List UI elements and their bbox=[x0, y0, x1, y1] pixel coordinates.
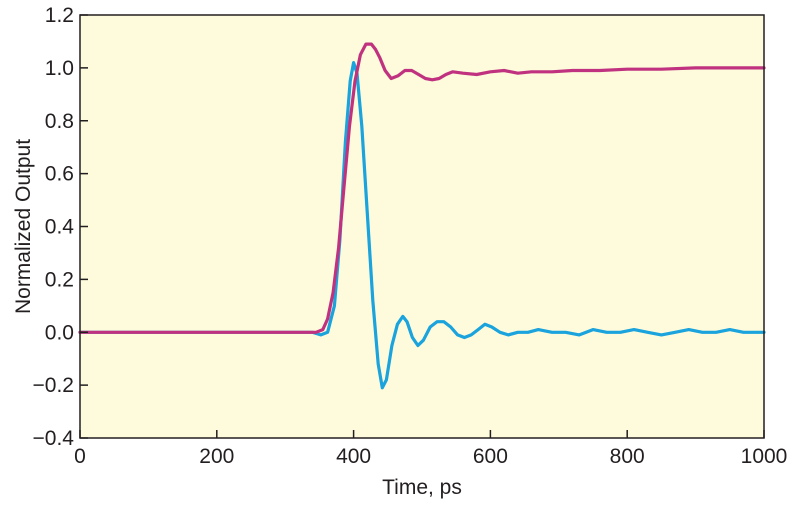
series-layer bbox=[78, 42, 766, 390]
y-tick-label: −0.2 bbox=[33, 374, 74, 397]
x-tick-label: 1000 bbox=[741, 445, 788, 468]
y-tick-label: 0.0 bbox=[45, 321, 74, 344]
ticks-layer: 0 200 400 600 800 1000 −0.4 −0.2 0.0 0.2 0.4 0.6 0.8… bbox=[33, 4, 788, 468]
series-line-2 bbox=[78, 42, 766, 334]
y-tick-label: 0.2 bbox=[45, 268, 74, 291]
plot-area bbox=[80, 15, 764, 438]
x-tick-label: 400 bbox=[336, 445, 371, 468]
y-tick-label: 1.2 bbox=[45, 4, 74, 27]
y-tick-label: 0.6 bbox=[45, 163, 74, 186]
x-axis-title: Time, ps bbox=[382, 476, 462, 499]
x-tick-label: 0 bbox=[74, 445, 86, 468]
x-tick-label: 200 bbox=[199, 445, 234, 468]
y-tick-label: −0.4 bbox=[33, 427, 75, 450]
plot-frame bbox=[79, 14, 765, 439]
series-line-1 bbox=[78, 60, 766, 390]
y-tick-label: 0.8 bbox=[45, 110, 74, 133]
x-tick-label: 800 bbox=[610, 445, 645, 468]
y-tick-label: 0.4 bbox=[45, 216, 75, 239]
y-axis-title: Normalized Output bbox=[12, 139, 35, 314]
x-tick-label: 600 bbox=[473, 445, 508, 468]
y-tick-label: 1.0 bbox=[45, 57, 74, 80]
